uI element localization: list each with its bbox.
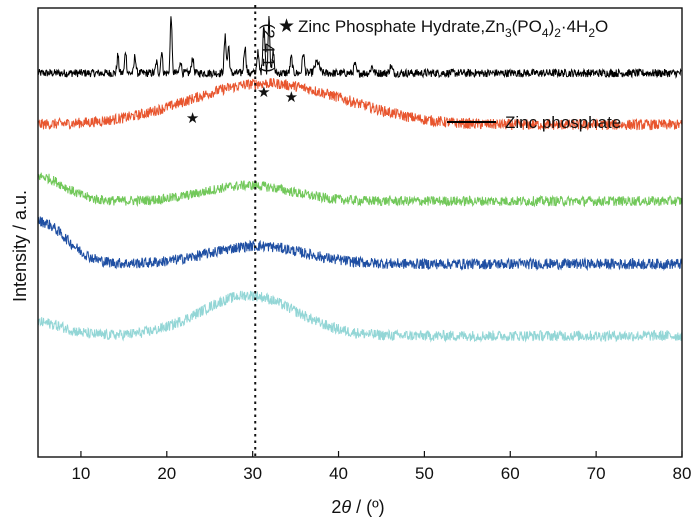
legend-star-icon: ★	[278, 16, 295, 37]
reference-line-label: (2 4 1)	[259, 23, 278, 72]
legend-label-zinc-phosphate: Zinc phosphate	[505, 113, 621, 132]
plot-frame	[37, 7, 683, 458]
star-legend-text: Zinc Phosphate Hydrate,Zn3(PO4)2·4H2O	[298, 17, 608, 40]
series-group	[37, 15, 683, 343]
x-tick-label: 50	[415, 464, 434, 483]
x-tick-label: 70	[587, 464, 606, 483]
star-legend: ★ Zinc Phosphate Hydrate,Zn3(PO4)2·4H2O	[278, 16, 608, 40]
series-legend: Zinc phosphate	[447, 113, 621, 132]
x-tick-label: 60	[501, 464, 520, 483]
x-tick-label: 30	[243, 464, 262, 483]
x-axis: 10 20 30 40 50 60 70 80	[71, 451, 691, 483]
x-axis-title: 2θ / (º)	[331, 497, 384, 517]
x-tick-label: 40	[329, 464, 348, 483]
x-tick-label: 80	[673, 464, 692, 483]
star-marker-icon: ★	[186, 110, 199, 127]
star-markers: ★ ★ ★	[186, 84, 298, 127]
star-marker-icon: ★	[285, 89, 298, 106]
series-line-3	[37, 172, 683, 208]
series-line-2	[37, 78, 683, 131]
x-tick-label: 20	[157, 464, 176, 483]
series-line-1	[37, 15, 683, 79]
star-marker-icon: ★	[257, 84, 270, 101]
series-line-5	[37, 290, 683, 343]
y-axis-title: Intensity / a.u.	[10, 190, 30, 302]
x-tick-label: 10	[71, 464, 90, 483]
series-line-4	[37, 216, 683, 272]
